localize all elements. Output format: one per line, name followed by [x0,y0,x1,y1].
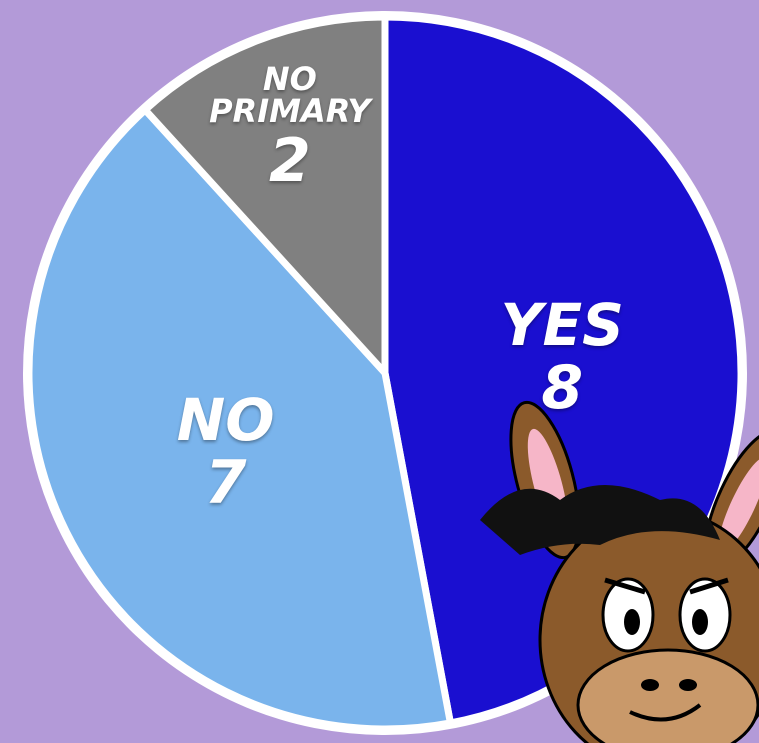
mascot [480,400,759,743]
label-box: NO 7 [106,377,346,527]
label-box: NO PRIMARY 2 [205,52,375,202]
value-label: 2 [268,126,311,197]
pie-slice [141,13,389,377]
category-label: NO [176,386,275,455]
category-label: YES [500,290,624,359]
category-label: NO PRIMARY [209,60,371,131]
value-label: 8 [541,352,584,423]
label-box: YES 8 [442,282,682,432]
pie-slice [25,106,454,733]
slice-label: NO7 [106,377,346,527]
value-label: 7 [204,448,247,519]
